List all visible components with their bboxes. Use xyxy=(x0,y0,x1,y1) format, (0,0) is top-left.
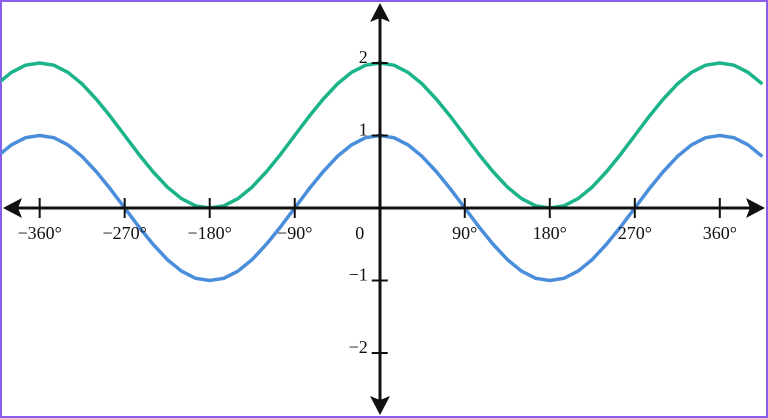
x-tick-label: −270° xyxy=(103,223,147,243)
y-tick-label: −2 xyxy=(349,337,368,357)
x-tick-label: 90° xyxy=(452,223,477,243)
x-tick-label: 360° xyxy=(703,223,737,243)
x-tick-label: −360° xyxy=(17,223,61,243)
ticks: −360° −270° −180° −90° 0 90° 180° 270° 360° −2 −1 1… xyxy=(17,47,736,357)
y-tick-label: 1 xyxy=(359,120,368,140)
x-tick-label: −90° xyxy=(277,223,312,243)
x-tick-label: 270° xyxy=(618,223,652,243)
y-tick-label: −1 xyxy=(349,265,368,285)
y-tick-label: 2 xyxy=(359,47,368,67)
x-arrow-right xyxy=(746,198,765,218)
x-arrow-left xyxy=(3,198,22,218)
y-arrow-up xyxy=(370,3,390,22)
y-arrow-down xyxy=(370,396,390,415)
x-tick-label: −180° xyxy=(188,223,232,243)
x-tick-label: 180° xyxy=(533,223,567,243)
x-tick-label: 0 xyxy=(355,223,364,243)
